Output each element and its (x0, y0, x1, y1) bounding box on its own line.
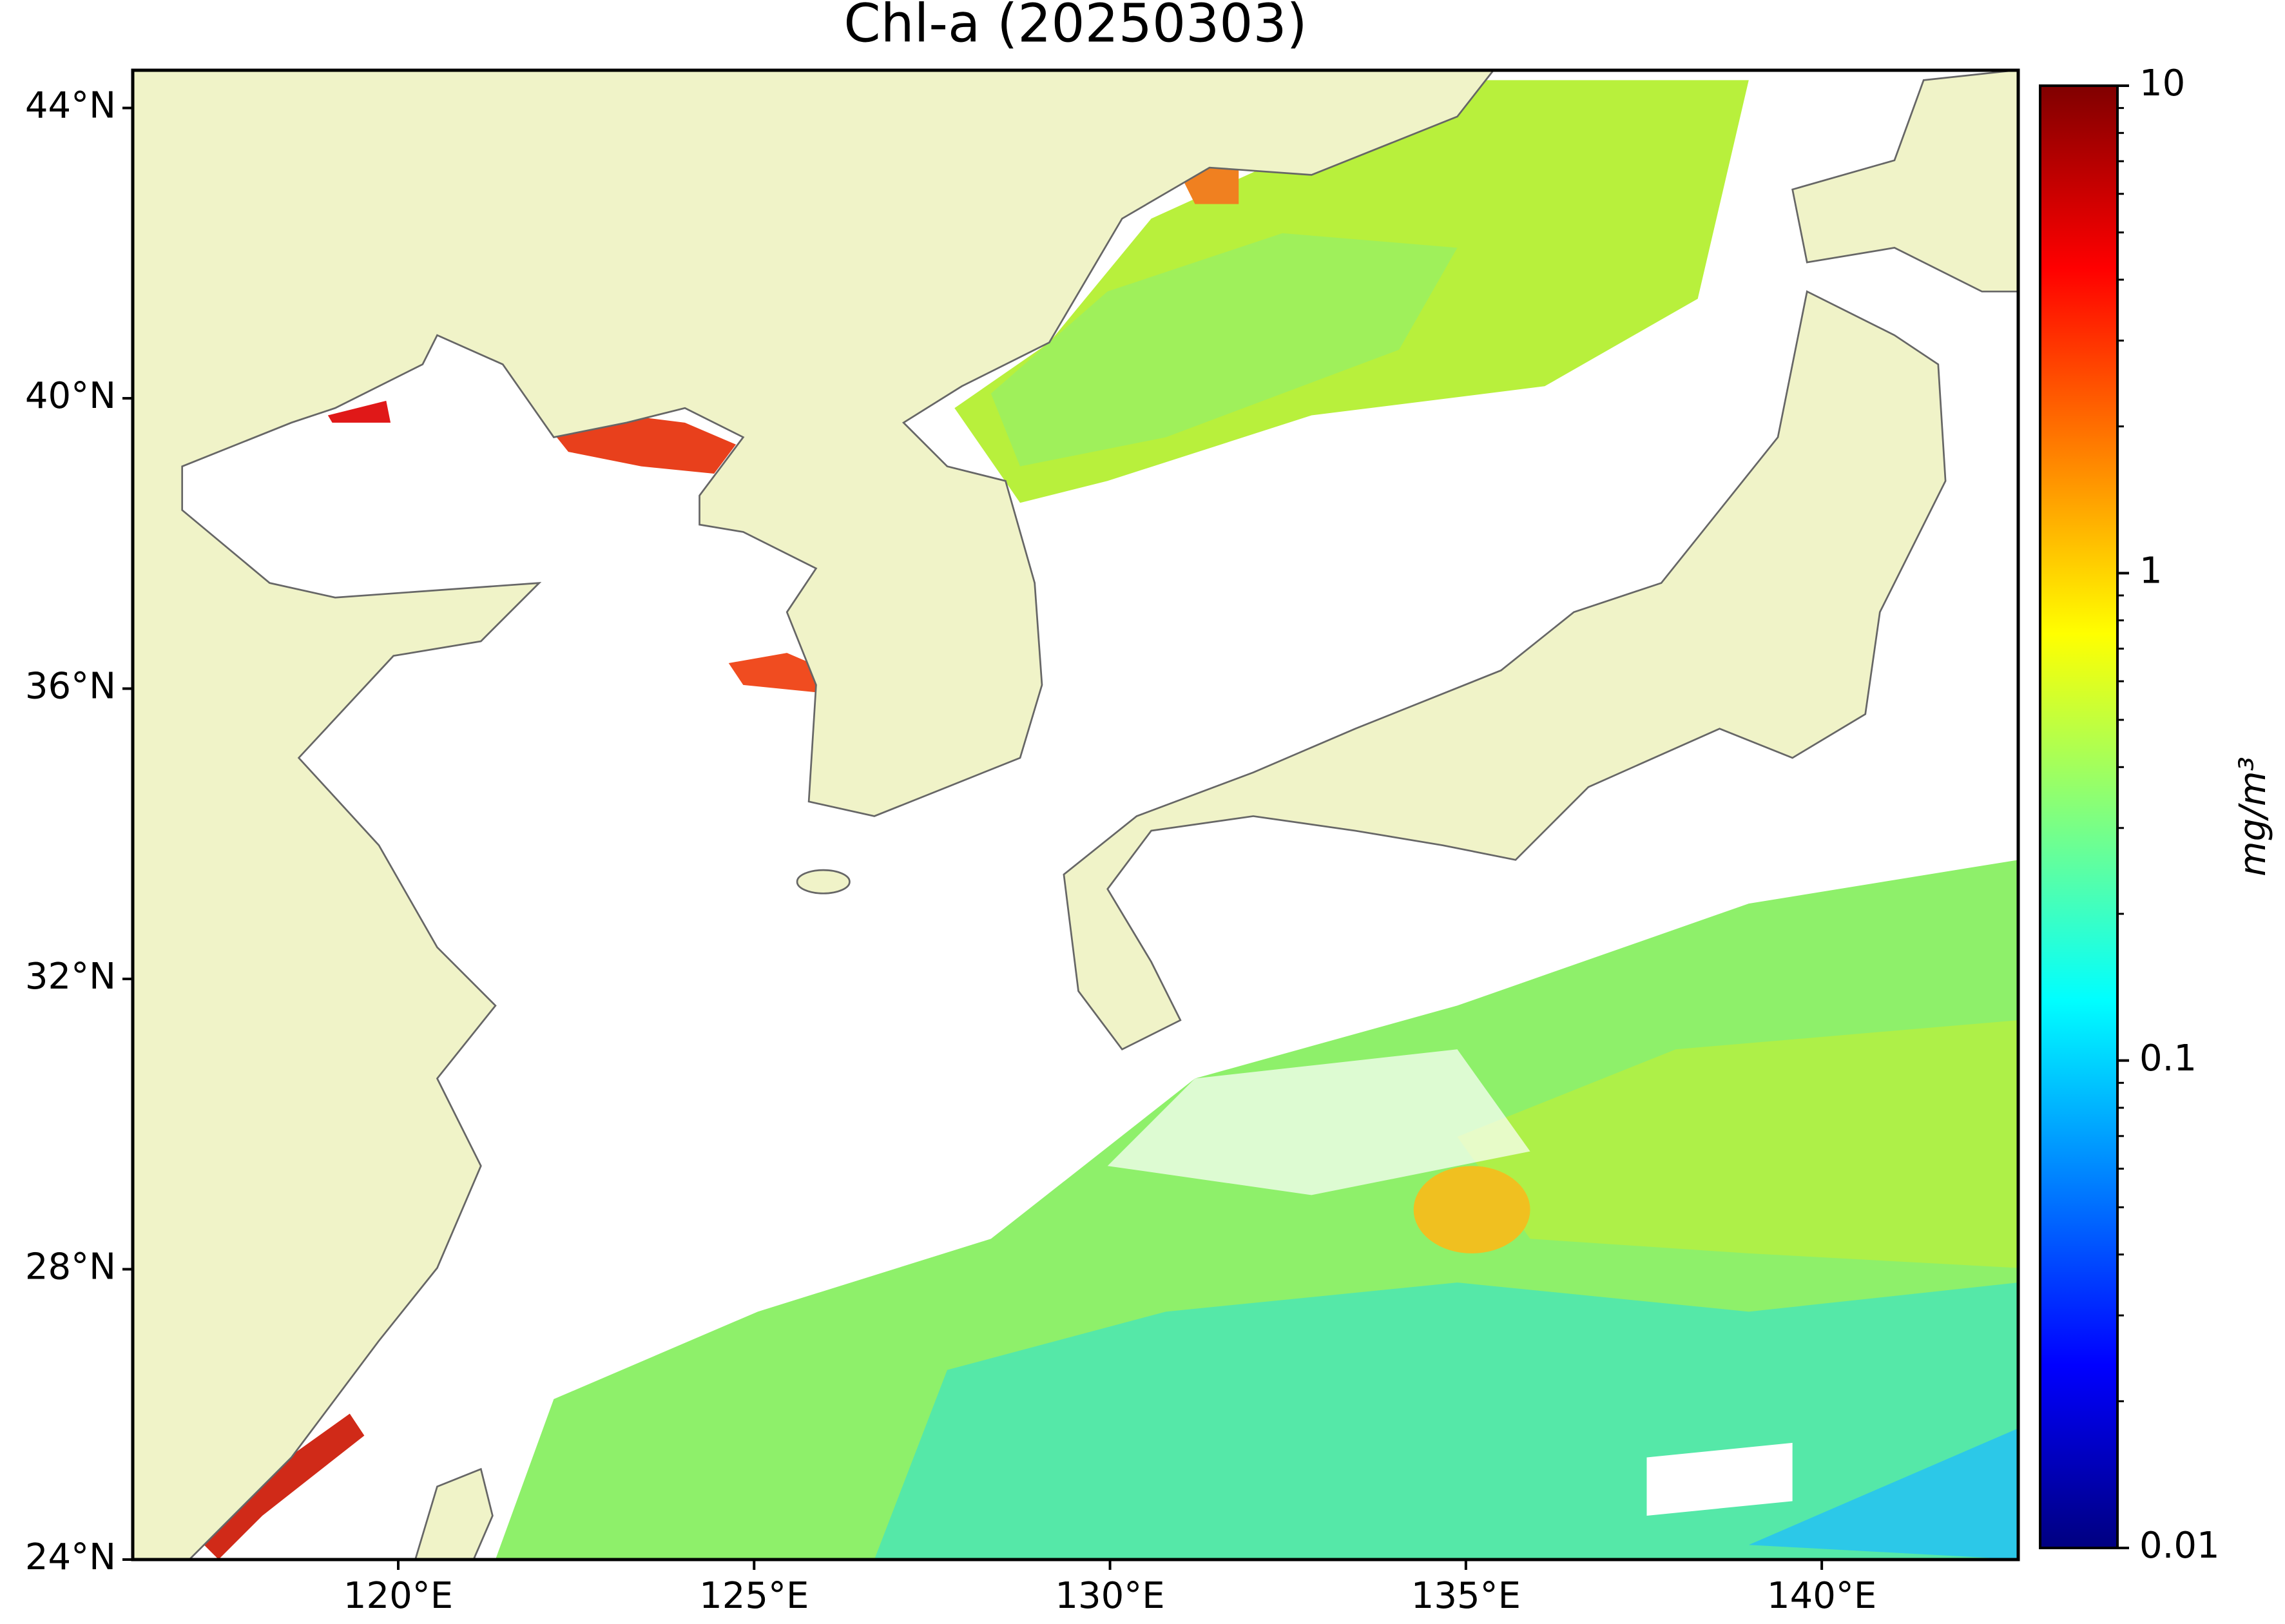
y-tick-label: 44°N (25, 85, 116, 127)
y-tick-label: 40°N (25, 375, 116, 417)
cloud (1646, 1442, 1793, 1516)
colorbar (2039, 84, 2119, 1549)
axes-frame (131, 68, 2020, 1561)
chart-title: Chl-a (20250303) (844, 0, 1307, 54)
chl-field (1457, 1020, 2018, 1268)
land (1791, 70, 2018, 293)
land (1063, 290, 1947, 1051)
y-tick-label: 32°N (25, 956, 116, 998)
colorbar-tick-label: 1 (2139, 550, 2163, 592)
chl-field (1413, 1166, 1530, 1253)
land (133, 70, 1495, 1560)
map (133, 70, 2018, 1560)
x-tick-label: 125°E (699, 1575, 809, 1617)
cloud (1107, 1049, 1530, 1195)
chl-field (990, 233, 1458, 467)
x-tick-label: 120°E (343, 1575, 453, 1617)
chl-field (728, 653, 828, 693)
colorbar-tick-label: 0.01 (2139, 1525, 2220, 1567)
colorbar-tick-label: 10 (2139, 63, 2185, 104)
colorbar-tick-label: 0.1 (2139, 1038, 2197, 1079)
x-tick-label: 135°E (1411, 1575, 1521, 1617)
chl-field (204, 1413, 365, 1560)
land (796, 869, 851, 894)
chl-field (327, 400, 391, 423)
y-tick-label: 24°N (25, 1536, 116, 1578)
y-tick-label: 28°N (25, 1246, 116, 1288)
x-tick-label: 140°E (1767, 1575, 1876, 1617)
colorbar-label: mg/m³ (2232, 757, 2274, 876)
chl-field (550, 415, 737, 474)
chl-field (1748, 1428, 2018, 1560)
x-tick-label: 130°E (1055, 1575, 1164, 1617)
y-tick-label: 36°N (25, 666, 116, 708)
